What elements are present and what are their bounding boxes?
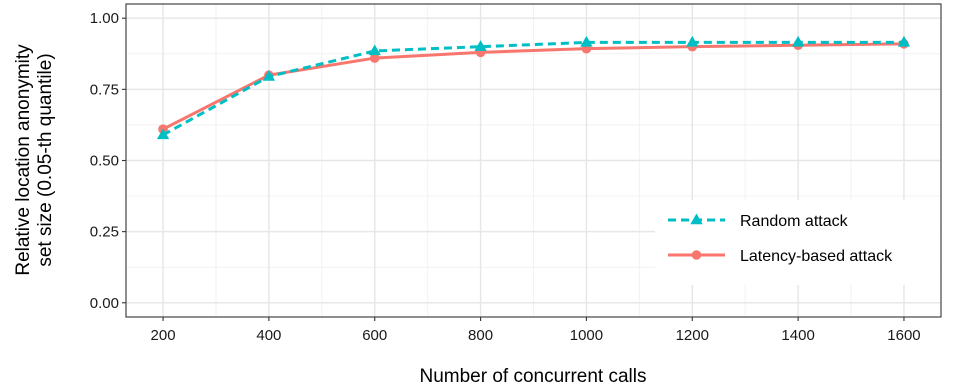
- data-point-triangle: [686, 35, 699, 47]
- axes: 0.00 0.25 0.50 0.75 1.00 200 400 600 800 1000 1200…: [90, 10, 921, 344]
- data-point-triangle: [156, 128, 170, 140]
- data-point-triangle: [368, 44, 381, 56]
- y-tick-label: 0.50: [90, 153, 119, 170]
- data-point-triangle: [262, 70, 276, 81]
- y-tick-label: 0.75: [90, 81, 119, 98]
- legend: Random attack Latency-based attack: [655, 200, 940, 285]
- y-tick-label: 0.00: [90, 295, 119, 312]
- y-axis-title: Relative location anonymity set size (0.…: [13, 44, 56, 276]
- x-tick-label: 600: [362, 327, 387, 344]
- x-tick-label: 1000: [570, 327, 603, 344]
- data-point-circle: [369, 53, 380, 63]
- legend-label: Random attack: [740, 213, 849, 230]
- y-axis-title-line-2: set size (0.05-th quantile): [35, 53, 56, 266]
- y-tick-label: 0.25: [90, 224, 119, 241]
- legend-label: Latency-based attack: [740, 248, 893, 265]
- series-line: [162, 42, 904, 131]
- data-point-triangle: [474, 40, 487, 51]
- series-layer: [156, 35, 911, 140]
- legend-key-circle: [691, 250, 702, 260]
- x-axis-title: Number of concurrent calls: [419, 366, 646, 387]
- x-tick-label: 800: [468, 327, 493, 344]
- legend-key-triangle: [690, 213, 703, 225]
- x-tick-label: 1400: [781, 327, 814, 344]
- legend-box: [655, 200, 940, 285]
- x-tick-label: 200: [151, 327, 176, 344]
- y-tick-label: 1.00: [90, 10, 119, 27]
- x-tick-label: 1200: [676, 327, 709, 344]
- x-tick-label: 400: [256, 327, 281, 344]
- y-axis-title-line-1: Relative location anonymity: [13, 44, 34, 276]
- data-point-triangle: [897, 35, 911, 47]
- x-tick-label: 1600: [887, 327, 920, 344]
- data-point-triangle: [791, 35, 805, 47]
- series-random-attack: [156, 35, 911, 140]
- data-point-triangle: [580, 35, 593, 47]
